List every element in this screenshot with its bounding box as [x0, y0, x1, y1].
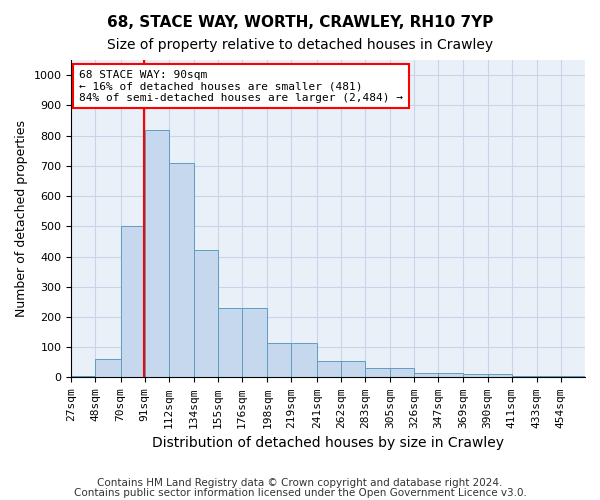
Bar — [365, 368, 390, 378]
Bar — [169, 163, 194, 378]
Bar — [194, 250, 218, 378]
Text: Contains HM Land Registry data © Crown copyright and database right 2024.: Contains HM Land Registry data © Crown c… — [97, 478, 503, 488]
Bar — [218, 308, 242, 378]
Bar — [71, 376, 95, 378]
Bar — [414, 373, 438, 378]
Text: Size of property relative to detached houses in Crawley: Size of property relative to detached ho… — [107, 38, 493, 52]
Bar — [145, 130, 169, 378]
Bar — [242, 308, 268, 378]
Bar — [438, 373, 463, 378]
Bar — [121, 226, 145, 378]
Y-axis label: Number of detached properties: Number of detached properties — [15, 120, 28, 317]
Bar — [537, 376, 561, 378]
Bar — [463, 374, 488, 378]
Bar — [341, 361, 365, 378]
Bar — [488, 374, 512, 378]
Text: Contains public sector information licensed under the Open Government Licence v3: Contains public sector information licen… — [74, 488, 526, 498]
Bar — [95, 360, 121, 378]
X-axis label: Distribution of detached houses by size in Crawley: Distribution of detached houses by size … — [152, 436, 504, 450]
Text: 68 STACE WAY: 90sqm
← 16% of detached houses are smaller (481)
84% of semi-detac: 68 STACE WAY: 90sqm ← 16% of detached ho… — [79, 70, 403, 102]
Bar — [292, 342, 317, 378]
Bar — [317, 361, 341, 378]
Bar — [268, 342, 292, 378]
Bar — [390, 368, 414, 378]
Bar — [561, 376, 585, 378]
Bar — [512, 376, 537, 378]
Text: 68, STACE WAY, WORTH, CRAWLEY, RH10 7YP: 68, STACE WAY, WORTH, CRAWLEY, RH10 7YP — [107, 15, 493, 30]
